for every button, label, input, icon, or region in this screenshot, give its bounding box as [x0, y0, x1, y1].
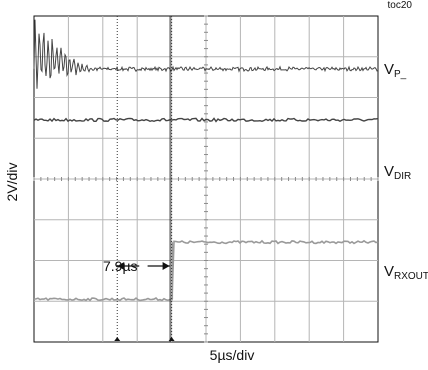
trace-label-vp: VP_	[384, 61, 407, 80]
trace-label-vdir: VDIR	[384, 163, 412, 182]
x-axis-label: 5µs/div	[209, 347, 255, 363]
trace-label-vrxout: VRXOUT	[384, 263, 428, 282]
trace-vdir	[33, 117, 379, 123]
trace-vrxout	[33, 239, 379, 302]
delay-annotation: 7.9µs	[103, 258, 138, 274]
cursor-marker	[114, 337, 121, 341]
figure-id: toc20	[387, 0, 412, 11]
markers	[114, 16, 175, 342]
delay-arrowhead-right	[162, 262, 170, 270]
grid	[33, 15, 379, 343]
delay-arrowhead-left	[117, 262, 125, 270]
cursor-marker	[168, 337, 175, 341]
y-axis-label: 2V/div	[4, 162, 20, 202]
traces	[33, 19, 379, 302]
trace-vp	[33, 19, 379, 89]
